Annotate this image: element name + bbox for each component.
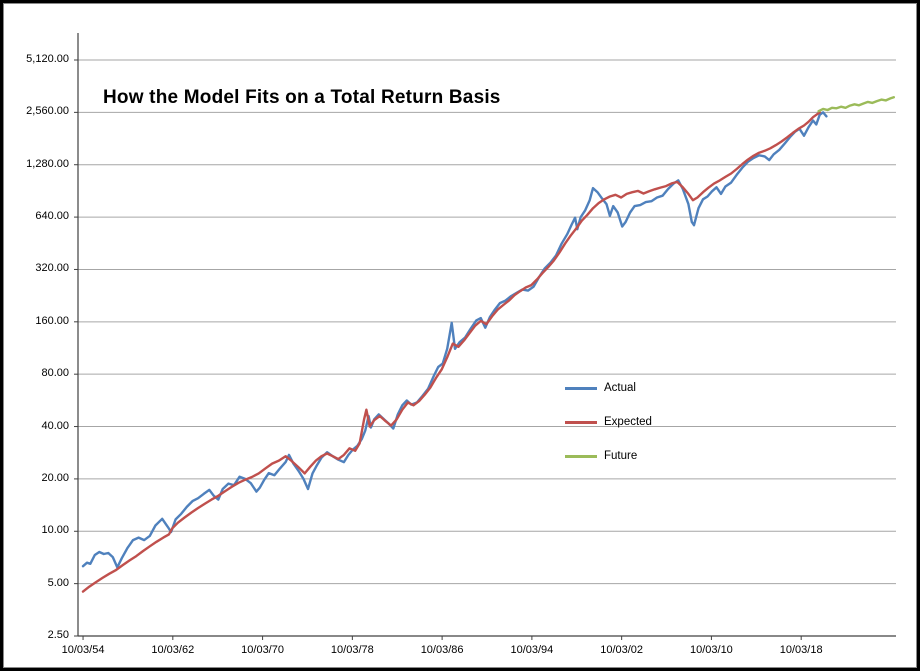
legend-swatch-future-line [565,454,597,458]
x-axis-label: 10/03/54 [61,644,105,656]
x-axis-label: 10/03/02 [600,644,644,656]
y-axis-label: 160.00 [35,314,69,327]
x-axis-label: 10/03/94 [510,644,554,656]
y-axis-label: 1,280.00 [26,157,69,170]
x-axis-label: 10/03/18 [779,644,823,656]
legend-label-future: Future [604,450,638,462]
y-axis-label: 5,120.00 [26,53,69,65]
x-axis-label: 10/03/86 [420,644,464,656]
y-axis-label: 40.00 [41,419,69,432]
chart-plot-area [74,33,896,640]
legend-swatch-expected-line [565,420,597,424]
y-axis-label: 320.00 [35,262,69,275]
series-future-line [817,95,895,113]
legend-entry-actual: Actual [565,371,652,405]
x-axis-label: 10/03/10 [689,644,733,656]
legend-swatch-actual-line [565,386,597,390]
x-axis-label: 10/03/62 [151,644,195,656]
y-axis-label: 5.00 [47,576,69,589]
y-axis-label: 10.00 [41,524,69,537]
y-axis-label: 2.50 [47,629,69,641]
legend: Actual Expected Future [565,371,652,473]
series-expected-line [81,111,821,593]
y-axis-label: 80.00 [41,367,69,380]
y-axis-label: 640.00 [35,210,69,223]
legend-label-actual: Actual [604,382,636,394]
chart-title: How the Model Fits on a Total Return Bas… [103,87,501,108]
y-axis-label: 2,560.00 [26,105,69,118]
legend-entry-expected: Expected [565,405,652,439]
x-axis-label: 10/03/70 [241,644,284,656]
legend-entry-future: Future [565,439,652,473]
legend-label-expected: Expected [604,416,652,428]
series-actual-line [81,111,828,569]
x-axis-label: 10/03/78 [330,644,374,656]
y-axis-label: 20.00 [41,471,69,484]
